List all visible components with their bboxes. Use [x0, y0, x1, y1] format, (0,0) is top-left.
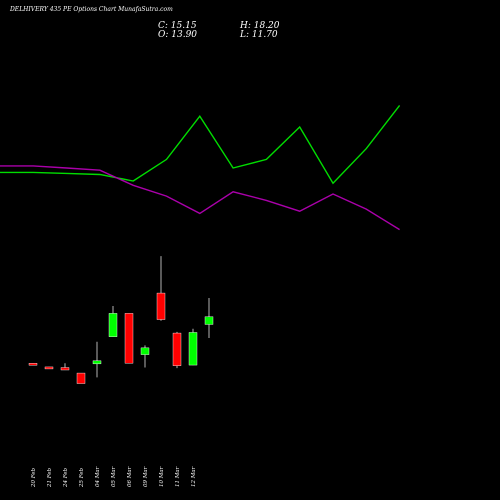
close-value: C: 15.15 — [158, 21, 197, 31]
open-value: O: 13.90 — [158, 30, 198, 40]
high-value: H: 18.20 — [240, 21, 280, 31]
candle-body — [76, 372, 86, 384]
x-tick-label: 25 Feb — [79, 467, 85, 488]
chart-title: DELHIVERY 435 PE Options Chart MunafaSut… — [10, 6, 173, 13]
x-tick-label: 24 Feb — [63, 467, 69, 488]
magenta-indicator-line — [0, 165, 400, 231]
low-value: L: 11.70 — [240, 30, 278, 40]
candle-body — [28, 363, 38, 366]
candle-body — [188, 332, 198, 366]
x-tick-label: 12 Mar — [191, 466, 197, 487]
x-tick-label: 21 Feb — [47, 467, 53, 488]
candle-body — [108, 313, 118, 337]
candle-body — [124, 313, 134, 364]
x-tick-label: 10 Mar — [159, 466, 165, 487]
x-tick-label: 06 Mar — [127, 466, 133, 487]
x-tick-label: 11 Mar — [175, 466, 181, 487]
candle-body — [172, 332, 182, 366]
candle-body — [204, 316, 214, 325]
candle-body — [140, 347, 150, 355]
x-tick-label: 05 Mar — [111, 466, 117, 487]
x-tick-label: 04 Mar — [95, 466, 101, 487]
candle-body — [44, 366, 54, 370]
green-indicator-line — [0, 104, 401, 185]
x-tick-label: 09 Mar — [143, 466, 149, 487]
x-tick-label: 20 Feb — [31, 467, 37, 488]
candle-body — [156, 292, 166, 320]
candle-body — [92, 360, 102, 365]
candle-body — [60, 367, 70, 371]
